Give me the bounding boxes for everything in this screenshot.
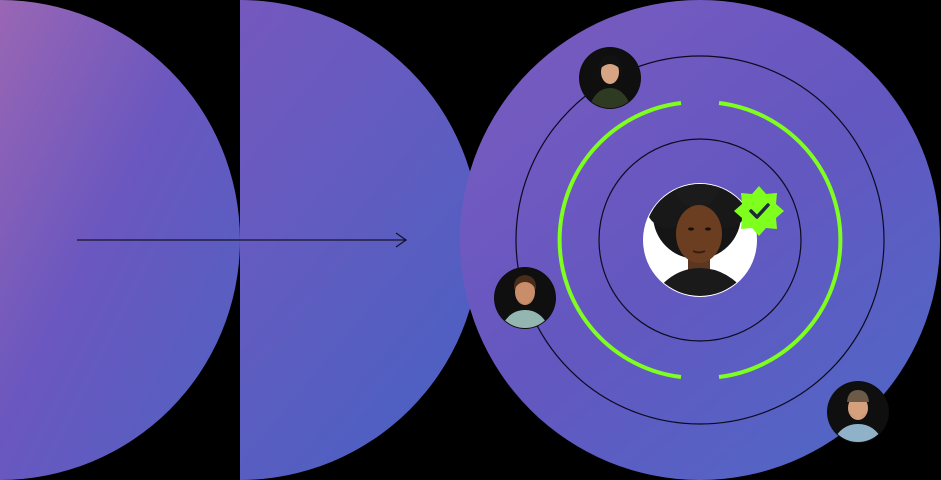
person-bottom-right-avatar [827, 381, 889, 443]
verified-check-icon [734, 186, 784, 236]
person-top-avatar [579, 47, 641, 109]
orbit-ring-outer [515, 55, 885, 425]
arrow-right-icon [77, 232, 408, 248]
orbit-ring-inner [598, 138, 802, 342]
green-progress-ring [557, 101, 843, 379]
green-arc-left [557, 101, 682, 379]
person-left-avatar [494, 267, 556, 329]
green-arc-right [718, 101, 843, 379]
